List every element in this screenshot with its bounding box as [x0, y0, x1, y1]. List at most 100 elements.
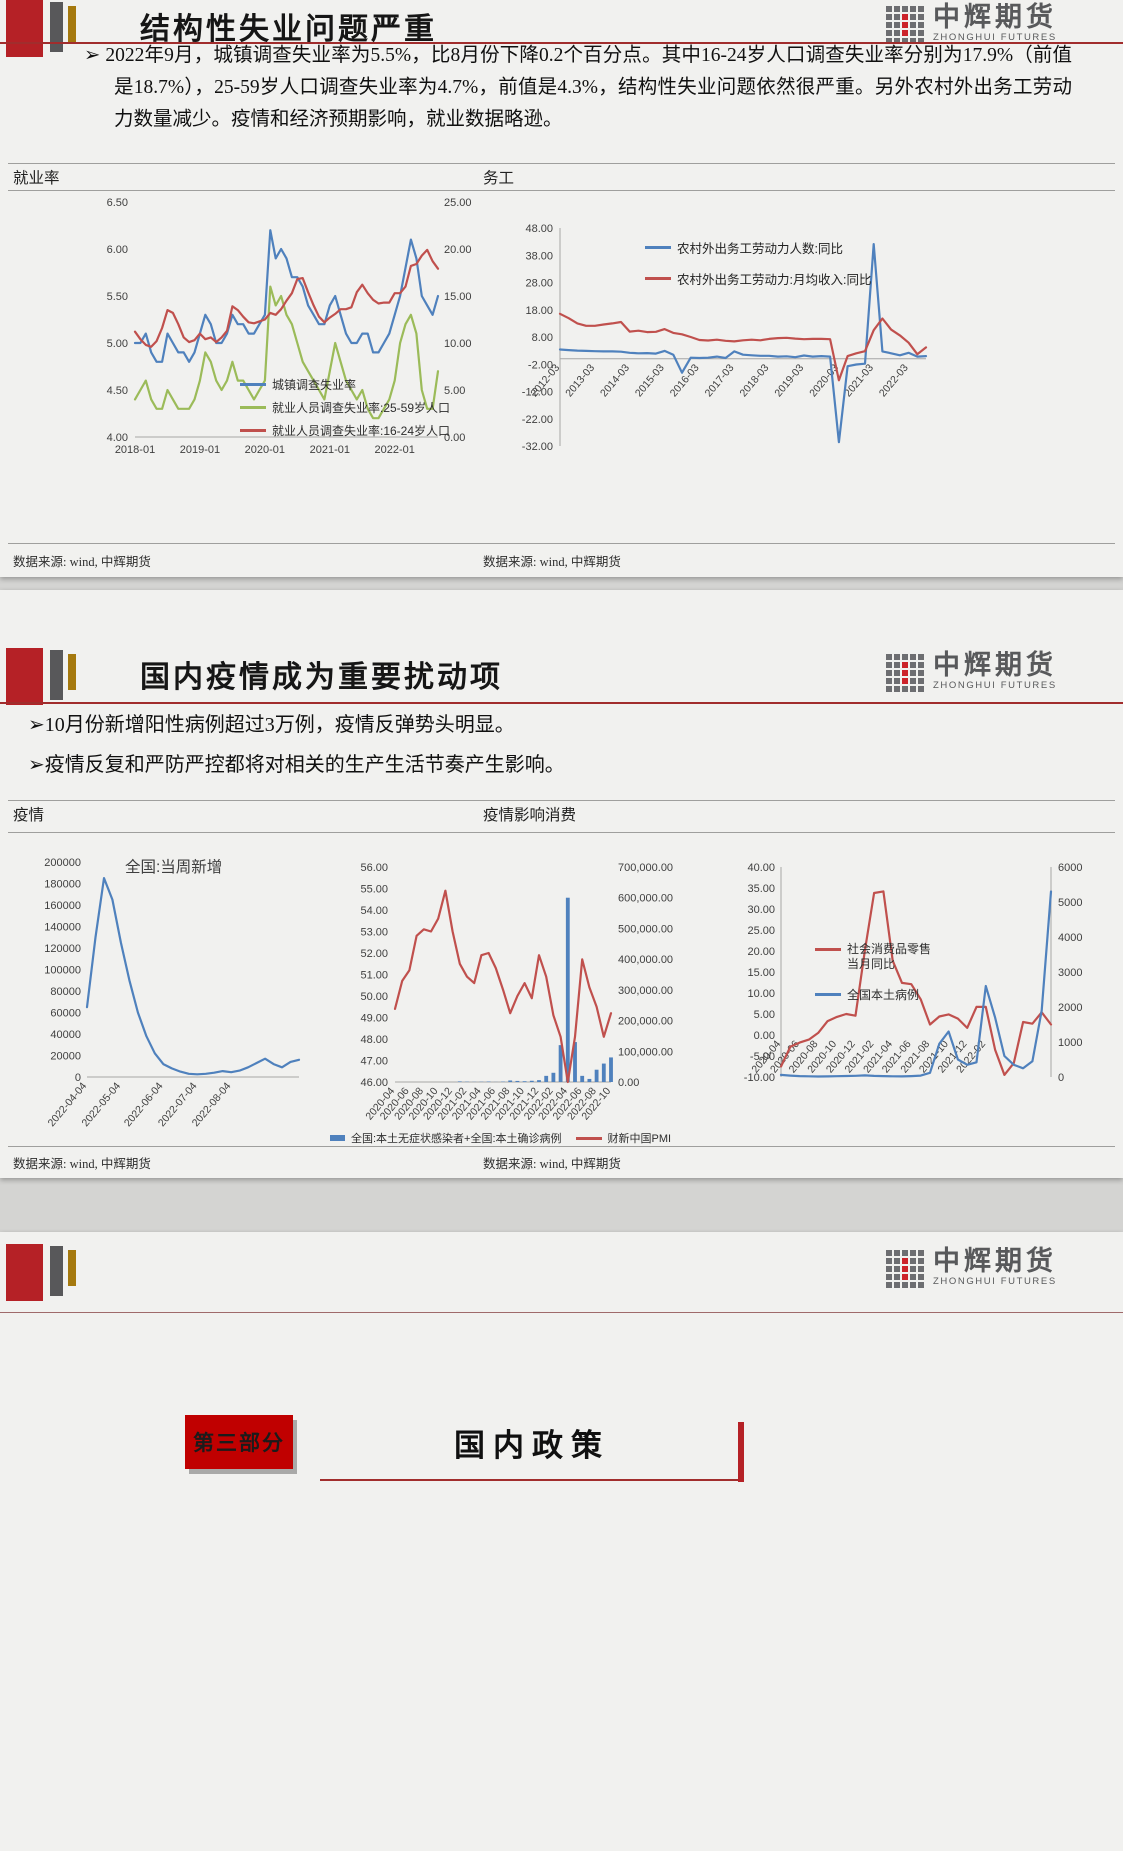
svg-text:100000: 100000 — [44, 965, 81, 977]
section-label-migrant: 务工 — [483, 170, 515, 187]
slide2-title: 国内疫情成为重要扰动项 — [140, 661, 503, 694]
svg-text:2014-03: 2014-03 — [598, 362, 632, 399]
svg-text:56.00: 56.00 — [360, 862, 388, 874]
svg-text:46.00: 46.00 — [360, 1077, 388, 1089]
header-divider — [0, 42, 1123, 44]
svg-text:-12.00: -12.00 — [522, 387, 553, 399]
svg-text:2019-03: 2019-03 — [772, 362, 806, 399]
svg-text:全国:当周新增: 全国:当周新增 — [125, 858, 222, 876]
svg-text:2020-01: 2020-01 — [245, 444, 285, 456]
svg-text:2017-03: 2017-03 — [703, 362, 737, 399]
data-source-left: 数据来源: wind, 中辉期货 — [13, 555, 151, 569]
svg-text:30.00: 30.00 — [747, 904, 775, 916]
legend-swatch-income — [645, 277, 671, 280]
svg-text:2022-01: 2022-01 — [375, 444, 415, 456]
svg-text:40.00: 40.00 — [747, 862, 775, 874]
slide-epidemic: 国内疫情成为重要扰动项 中辉期货 ZHONGHUI FUTURES ➢10月份新… — [0, 590, 1123, 1178]
svg-text:20000: 20000 — [50, 1051, 81, 1063]
section-rule — [8, 190, 1115, 191]
slide2-bullet-2: ➢疫情反复和严防严控都将对相关的生产生活节奏产生影响。 — [28, 754, 565, 776]
legend-swatch-retail — [815, 948, 841, 951]
legend-label: 财新中国PMI — [607, 1133, 672, 1145]
logo-grid-icon — [886, 654, 924, 692]
logo-grid-icon — [886, 6, 924, 44]
retail-chart-legend: 社会消费品零售当月同比 全国本土病例 — [815, 942, 935, 1009]
svg-text:52.00: 52.00 — [360, 948, 388, 960]
svg-text:0.00: 0.00 — [444, 432, 465, 444]
section-label-epidemic: 疫情 — [13, 807, 45, 824]
unemployment-rate-chart: 6.50 6.00 5.50 5.00 4.50 4.00 25.00 20.00 15.00 1… — [107, 197, 472, 456]
section-label-consumption: 疫情影响消费 — [483, 807, 577, 824]
footer-rule — [8, 1146, 1115, 1147]
svg-text:200000: 200000 — [44, 857, 81, 869]
legend-swatch-urban — [240, 383, 266, 386]
section-title: 国内政策 — [454, 1428, 610, 1463]
svg-text:4.00: 4.00 — [107, 432, 128, 444]
svg-text:180000: 180000 — [44, 879, 81, 891]
svg-text:54.00: 54.00 — [360, 905, 388, 917]
svg-text:25.00: 25.00 — [747, 925, 775, 937]
header-gold-bar — [68, 6, 76, 42]
legend-swatch-25-59 — [240, 406, 266, 409]
svg-text:2000: 2000 — [1058, 1002, 1082, 1014]
migrant-chart-legend: 农村外出务工劳动力人数:同比 农村外出务工劳动力:月均收入:同比 — [645, 238, 871, 294]
svg-text:5.00: 5.00 — [107, 338, 128, 350]
svg-text:-10.00: -10.00 — [744, 1072, 775, 1084]
legend-label: 就业人员调查失业率:25-59岁人口 — [272, 401, 451, 415]
svg-text:2022-03: 2022-03 — [877, 362, 911, 399]
migrant-worker-chart: 48.00 38.00 28.00 18.00 8.00 -2.00 -12.00 -22.0… — [522, 223, 928, 453]
svg-text:8.00: 8.00 — [532, 332, 553, 344]
svg-text:6.50: 6.50 — [107, 197, 128, 209]
legend-label: 全国本土病例 — [847, 988, 920, 1002]
svg-text:47.00: 47.00 — [360, 1056, 388, 1068]
data-source-right: 数据来源: wind, 中辉期货 — [483, 1157, 621, 1171]
company-logo: 中辉期货 ZHONGHUI FUTURES — [886, 1247, 1057, 1288]
section-rule — [8, 832, 1115, 833]
svg-text:40000: 40000 — [50, 1029, 81, 1041]
company-logo: 中辉期货 ZHONGHUI FUTURES — [886, 651, 1057, 692]
section-label-employment: 就业率 — [13, 170, 60, 187]
legend-swatch-headcount — [645, 246, 671, 249]
legend-swatch-local-cases — [815, 993, 841, 996]
legend-label: 城镇调查失业率 — [272, 378, 357, 392]
svg-text:38.00: 38.00 — [525, 250, 553, 262]
svg-text:20.00: 20.00 — [444, 244, 472, 256]
svg-text:2018-03: 2018-03 — [737, 362, 771, 399]
section-rule — [8, 800, 1115, 801]
header-gold-bar — [68, 654, 76, 690]
svg-text:5.00: 5.00 — [444, 385, 465, 397]
svg-text:200,000.00: 200,000.00 — [618, 1016, 673, 1028]
svg-text:18.00: 18.00 — [525, 305, 553, 317]
svg-text:0: 0 — [75, 1072, 81, 1084]
svg-text:2013-03: 2013-03 — [563, 362, 597, 399]
svg-text:6.00: 6.00 — [107, 244, 128, 256]
svg-text:700,000.00: 700,000.00 — [618, 862, 673, 874]
slide-section-divider: 中辉期货 ZHONGHUI FUTURES 第三部分 国内政策 — [0, 1232, 1123, 1851]
section-title-underline — [320, 1479, 744, 1481]
legend-label: 全国:本土无症状感染者+全国:本土确诊病例 — [351, 1133, 562, 1145]
svg-text:120000: 120000 — [44, 943, 81, 955]
header-gold-bar — [68, 1250, 76, 1286]
weekly-new-cases-chart: 2000001800001600001400001200001000008000… — [44, 857, 301, 1129]
svg-text:60000: 60000 — [50, 1008, 81, 1020]
svg-text:600,000.00: 600,000.00 — [618, 893, 673, 905]
section-title-endbar — [738, 1422, 744, 1482]
svg-text:-22.00: -22.00 — [522, 414, 553, 426]
svg-text:5.00: 5.00 — [754, 1009, 775, 1021]
slide-unemployment: 结构性失业问题严重 中辉期货 ZHONGHUI FUTURES ➢ 2022年9… — [0, 0, 1123, 577]
svg-text:4.50: 4.50 — [107, 385, 128, 397]
svg-text:-5.00: -5.00 — [750, 1051, 775, 1063]
svg-text:28.00: 28.00 — [525, 278, 553, 290]
header-divider — [0, 702, 1123, 704]
svg-text:55.00: 55.00 — [360, 884, 388, 896]
slide1-title: 结构性失业问题严重 — [140, 13, 437, 46]
svg-text:140000: 140000 — [44, 922, 81, 934]
slide2-bullet-1: ➢10月份新增阳性病例超过3万例，疫情反弹势头明显。 — [28, 714, 515, 736]
slide1-paragraph: ➢ 2022年9月，城镇调查失业率为5.5%，比8月份下降0.2个百分点。其中1… — [84, 45, 1073, 130]
legend-swatch-16-24 — [240, 429, 266, 432]
svg-text:48.00: 48.00 — [360, 1034, 388, 1046]
svg-text:50.00: 50.00 — [360, 991, 388, 1003]
retail-cases-chart: 40.00 35.00 30.00 25.00 20.00 15.00 10.00 5.00 0… — [744, 862, 1083, 1084]
svg-text:0.00: 0.00 — [754, 1030, 775, 1042]
legend-swatch-cases-bar — [330, 1135, 345, 1141]
